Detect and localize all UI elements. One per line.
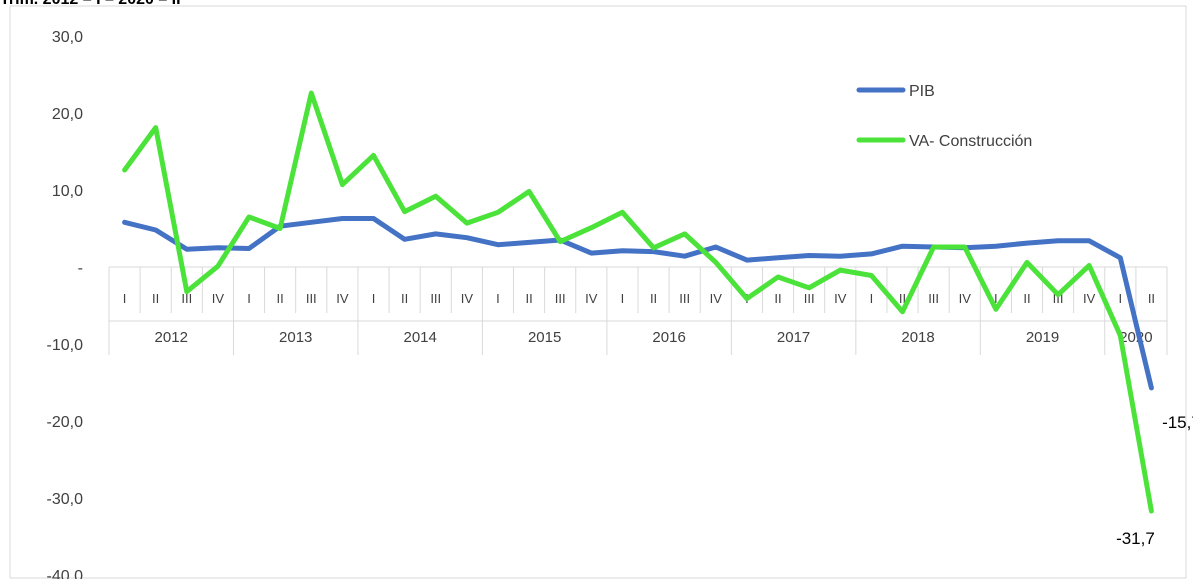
quarter-label: I xyxy=(496,291,500,306)
quarter-label: IV xyxy=(212,291,225,306)
legend-label: VA- Construcción xyxy=(909,133,1032,150)
year-label: 2016 xyxy=(652,329,685,346)
y-tick-label: -20,0 xyxy=(47,414,84,431)
legend-label: PIB xyxy=(909,83,935,100)
quarter-label: IV xyxy=(461,291,474,306)
y-tick-label: 30,0 xyxy=(52,29,83,46)
quarter-label: II xyxy=(401,291,408,306)
quarter-label: II xyxy=(650,291,657,306)
quarter-label: III xyxy=(306,291,317,306)
quarter-label: III xyxy=(430,291,441,306)
quarter-label: I xyxy=(621,291,625,306)
quarter-label: II xyxy=(1148,291,1155,306)
quarter-label: I xyxy=(1119,291,1123,306)
quarter-label: I xyxy=(123,291,127,306)
y-tick-label: 20,0 xyxy=(52,106,83,123)
quarter-label: I xyxy=(372,291,376,306)
chart-title: Trim. 2012 – I – 2020 – II xyxy=(0,0,181,9)
quarter-label: III xyxy=(804,291,815,306)
quarter-label: I xyxy=(994,291,998,306)
data-label: -15,7 xyxy=(1162,413,1193,432)
series-lines xyxy=(122,90,1154,514)
year-label: 2017 xyxy=(777,329,810,346)
series-line-pib xyxy=(122,216,1154,391)
year-label: 2018 xyxy=(901,329,934,346)
year-label: 2013 xyxy=(279,329,312,346)
y-tick-label: -40,0 xyxy=(47,568,84,579)
year-label: 2019 xyxy=(1026,329,1059,346)
quarter-label: III xyxy=(181,291,192,306)
y-axis-tick-labels: 30,0 20,0 10,0 - -10,0 -20,0 -30,0 -40,0 xyxy=(47,29,84,579)
data-labels: -15,7 -31,7 xyxy=(1116,413,1193,548)
data-label: -31,7 xyxy=(1116,529,1155,548)
quarter-label: IV xyxy=(710,291,723,306)
quarter-label: III xyxy=(679,291,690,306)
series-line-construccion xyxy=(122,90,1154,514)
year-label: 2012 xyxy=(155,329,188,346)
y-tick-label: - xyxy=(78,260,83,277)
quarter-label: II xyxy=(774,291,781,306)
quarter-label: II xyxy=(899,291,906,306)
x-axis: I II III IV I II III IV I II III IV I II III IV I II III IV… xyxy=(108,266,1168,355)
quarter-label: III xyxy=(928,291,939,306)
quarter-label: II xyxy=(152,291,159,306)
quarter-label: I xyxy=(870,291,874,306)
quarter-label: IV xyxy=(585,291,598,306)
y-tick-label: 10,0 xyxy=(52,183,83,200)
year-label: 2020 xyxy=(1119,329,1152,346)
quarter-label: IV xyxy=(336,291,349,306)
y-tick-label: -10,0 xyxy=(47,337,84,354)
year-label: 2015 xyxy=(528,329,561,346)
year-label: 2014 xyxy=(403,329,436,346)
quarter-label: IV xyxy=(959,291,972,306)
quarter-label: III xyxy=(1053,291,1064,306)
quarter-label: II xyxy=(1023,291,1030,306)
quarter-label: II xyxy=(525,291,532,306)
quarter-label: I xyxy=(247,291,251,306)
quarter-label: IV xyxy=(834,291,847,306)
quarter-label: II xyxy=(277,291,284,306)
quarter-label: IV xyxy=(1083,291,1096,306)
quarter-label: III xyxy=(555,291,566,306)
legend: PIB VA- Construcción xyxy=(856,83,1032,150)
y-tick-label: -30,0 xyxy=(47,491,84,508)
